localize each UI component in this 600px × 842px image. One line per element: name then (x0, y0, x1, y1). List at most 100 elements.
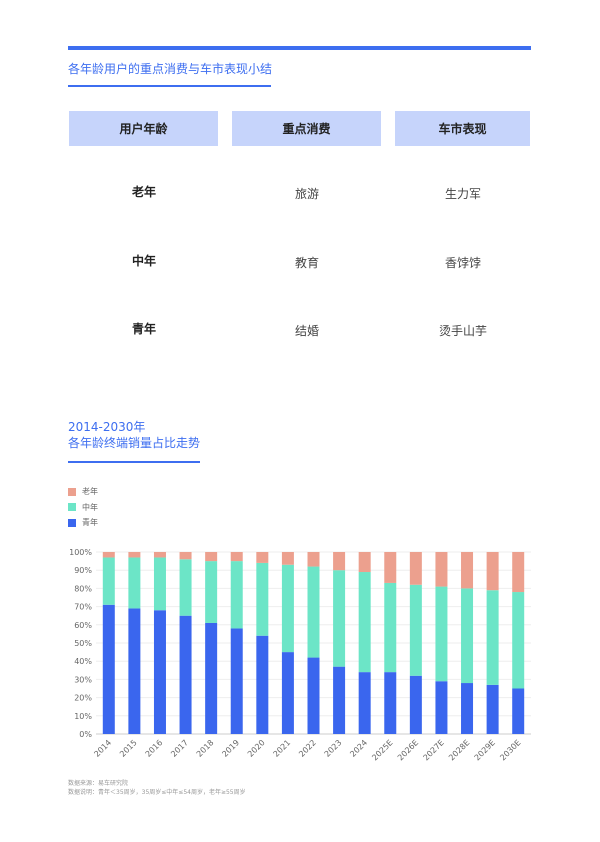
footnote-source: 数据来源：易车研究院 (68, 780, 129, 787)
table-row-consumption: 教育 (294, 256, 319, 270)
bar-segment (384, 672, 397, 734)
bar-segment (205, 552, 218, 562)
top-accent-bar (68, 46, 531, 50)
x-tick-label: 2014 (92, 738, 113, 759)
y-tick-label: 0% (79, 730, 92, 739)
chart-title-line1: 2014-2030年 (68, 420, 146, 434)
table-row-market: 烫手山芋 (438, 324, 487, 338)
x-tick-label: 2022 (297, 738, 318, 759)
table-row-age: 老年 (131, 185, 156, 199)
bar-segment (384, 552, 397, 583)
x-tick-label: 2018 (195, 738, 216, 759)
footnote-note: 数据说明：青年＜35周岁，35周岁≤中年≤54周岁，老年≥55周岁 (68, 789, 246, 796)
bar-segment (256, 635, 269, 734)
legend-swatch (68, 503, 76, 512)
table-row-consumption: 旅游 (294, 187, 319, 201)
x-tick-label: 2023 (323, 738, 344, 759)
legend-item: 老年 (68, 484, 98, 500)
bar-segment (333, 666, 346, 734)
bar-segment (384, 582, 397, 673)
bar-segment (435, 552, 448, 587)
bar-segment (153, 557, 166, 611)
bar-segment (153, 552, 166, 558)
y-tick-label: 10% (74, 712, 92, 721)
bar-segment (486, 590, 499, 685)
bar-segment (461, 552, 474, 589)
chart-title-underline (68, 461, 200, 463)
x-tick-label: 2021 (272, 738, 293, 759)
x-tick-label: 2030E (498, 738, 522, 762)
bar-segment (461, 588, 474, 684)
bar-segment (409, 584, 422, 676)
legend-label: 中年 (82, 502, 98, 512)
table-header-market: 车市表现 (395, 111, 530, 146)
x-tick-label: 2025E (370, 738, 394, 762)
bar-segment (435, 586, 448, 682)
bar-segment (307, 566, 320, 658)
y-tick-label: 80% (74, 584, 92, 593)
x-tick-label: 2015 (118, 738, 139, 759)
bar-segment (409, 552, 422, 585)
bar-segment (512, 552, 525, 593)
table-header-age: 用户年龄 (69, 111, 218, 146)
table-row-consumption: 结婚 (294, 324, 319, 338)
bar-segment (256, 552, 269, 563)
x-tick-label: 2028E (447, 738, 471, 762)
x-tick-label: 2020 (246, 738, 267, 759)
bar-segment (281, 552, 294, 565)
section-title-underline (68, 85, 271, 87)
y-tick-label: 40% (74, 657, 92, 666)
bar-segment (179, 559, 192, 616)
bar-segment (179, 615, 192, 734)
legend-item: 青年 (68, 515, 98, 531)
bar-segment (153, 610, 166, 734)
bar-segment (512, 592, 525, 689)
legend-swatch (68, 487, 76, 496)
bar-segment (358, 672, 371, 734)
bar-segment (256, 562, 269, 636)
bar-segment (409, 675, 422, 734)
y-tick-label: 60% (74, 621, 92, 630)
section-title-summary: 各年龄用户的重点消费与车市表现小结 (68, 62, 273, 76)
bar-segment (435, 681, 448, 734)
bar-segment (358, 572, 371, 673)
x-tick-label: 2027E (422, 738, 446, 762)
table-row-age: 中年 (131, 254, 156, 268)
legend-label: 青年 (82, 518, 98, 528)
bar-segment (281, 652, 294, 734)
bar-segment (230, 561, 243, 629)
table-row-market: 生力军 (444, 187, 481, 201)
y-tick-label: 20% (74, 694, 92, 703)
x-tick-label: 2026E (396, 738, 420, 762)
legend-swatch (68, 518, 76, 527)
table-row-age: 青年 (131, 322, 156, 336)
bar-segment (486, 552, 499, 591)
y-tick-label: 50% (74, 639, 92, 648)
bar-segment (307, 552, 320, 567)
legend-item: 中年 (68, 500, 98, 516)
bar-segment (205, 561, 218, 623)
x-tick-label: 2017 (169, 738, 190, 759)
chart-title-line2: 各年龄终端销量占比走势 (68, 436, 201, 450)
y-tick-label: 30% (74, 675, 92, 684)
bar-segment (128, 552, 141, 558)
bar-segment (333, 570, 346, 667)
x-tick-label: 2024 (348, 738, 369, 759)
y-tick-label: 100% (69, 548, 92, 557)
bar-segment (307, 657, 320, 734)
bar-segment (128, 608, 141, 734)
bar-segment (461, 683, 474, 734)
bar-segment (102, 604, 115, 734)
bar-segment (486, 684, 499, 734)
table-header-consumption: 重点消费 (232, 111, 381, 146)
bar-segment (102, 557, 115, 605)
legend-label: 老年 (82, 487, 98, 497)
bar-segment (102, 552, 115, 558)
bar-segment (281, 564, 294, 653)
y-tick-label: 70% (74, 603, 92, 612)
table-row-market: 香饽饽 (444, 256, 481, 270)
bar-segment (230, 552, 243, 562)
x-tick-label: 2019 (220, 738, 241, 759)
x-tick-label: 2016 (144, 738, 165, 759)
